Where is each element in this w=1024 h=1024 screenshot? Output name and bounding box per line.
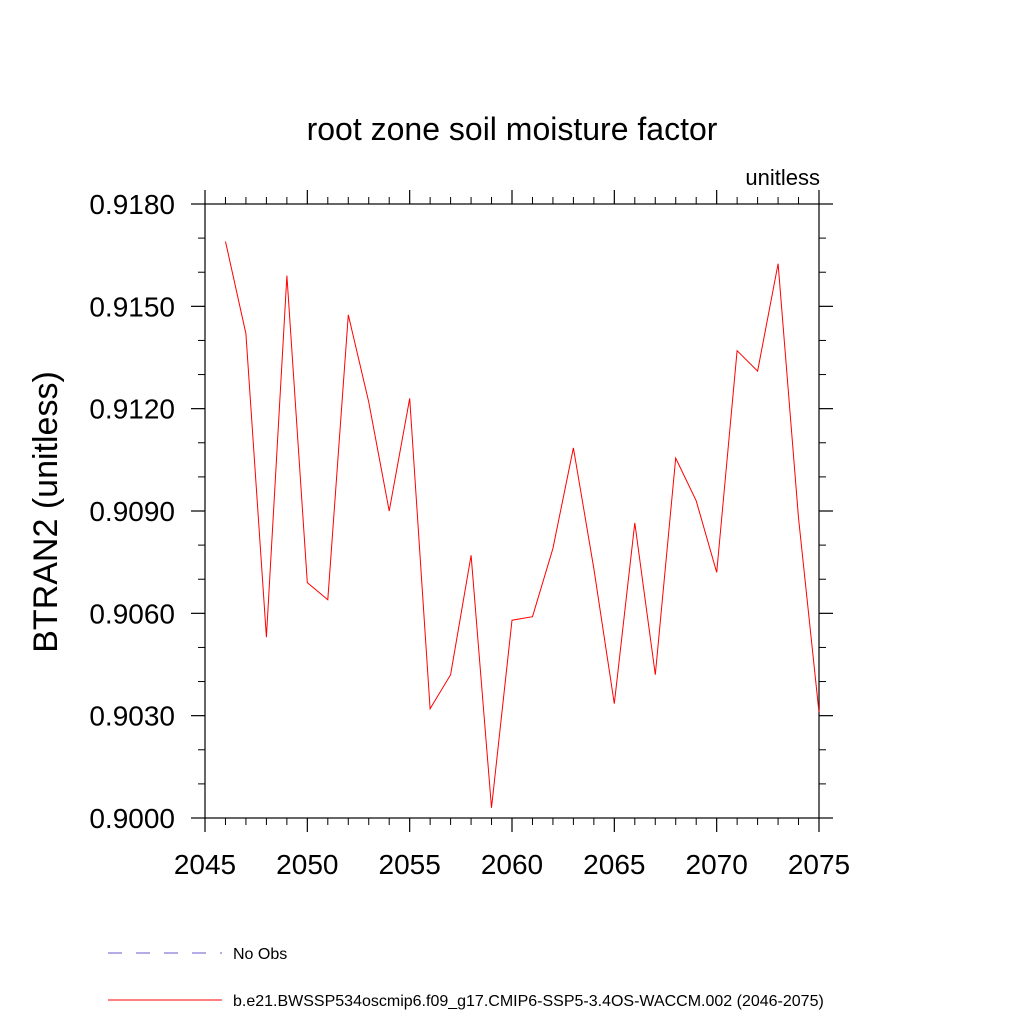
y-tick-label: 0.9060 [89, 598, 175, 629]
plot-frame [204, 203, 820, 819]
x-tick-label: 2065 [583, 849, 645, 880]
y-tick-label: 0.9090 [89, 496, 175, 527]
x-tick-label: 2050 [276, 849, 338, 880]
y-tick-label: 0.9120 [89, 394, 175, 425]
y-tick-labels: 0.9000 0.9030 0.9060 0.9090 0.9120 0.9150 0.91… [89, 189, 175, 834]
x-tick-label: 2060 [481, 849, 543, 880]
y-tick-label: 0.9030 [89, 701, 175, 732]
y-axis-label: BTRAN2 (unitless) [27, 371, 65, 653]
x-tick-label: 2070 [686, 849, 748, 880]
legend-label-no-obs: No Obs [233, 946, 287, 963]
x-tick-label: 2045 [174, 849, 236, 880]
y-tick-label: 0.9000 [89, 803, 175, 834]
y-tick-label: 0.9180 [89, 189, 175, 220]
x-tick-labels: 2045 2050 2055 2060 2065 2070 2075 [174, 849, 850, 880]
axis-ticks [191, 190, 833, 832]
legend: No Obs b.e21.BWSSP534oscmip6.f09_g17.CMI… [108, 946, 824, 1010]
legend-label-model: b.e21.BWSSP534oscmip6.f09_g17.CMIP6-SSP5… [233, 993, 824, 1010]
x-tick-label: 2055 [379, 849, 441, 880]
series-line [225, 241, 820, 808]
y-tick-label: 0.9150 [89, 291, 175, 322]
units-label: unitless [745, 165, 820, 190]
chart-title: root zone soil moisture factor [307, 111, 718, 147]
series-group [225, 241, 820, 808]
x-tick-label: 2075 [788, 849, 850, 880]
